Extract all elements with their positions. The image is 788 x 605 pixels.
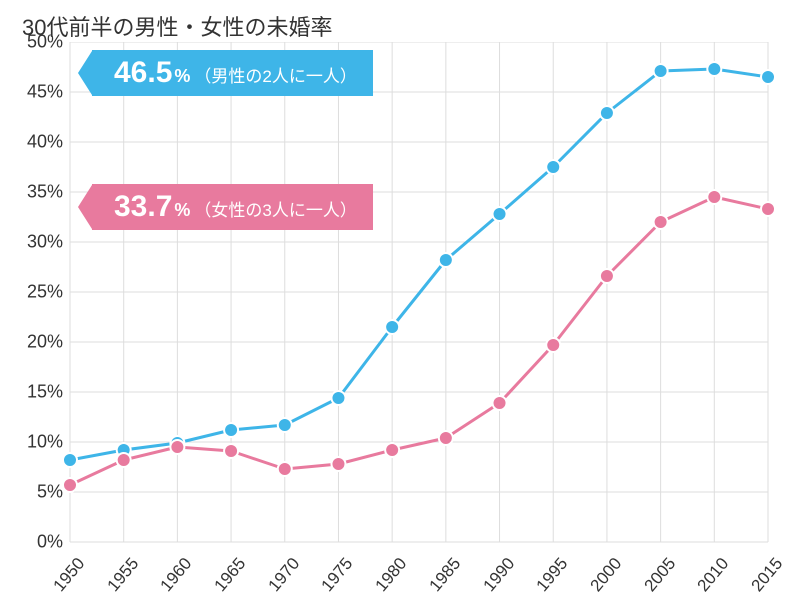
y-tick-label: 45% — [8, 82, 63, 103]
callout-female: 33.7 % （女性の3人に一人） — [92, 184, 373, 230]
y-tick-label: 50% — [8, 32, 63, 53]
callout-male: 46.5 % （男性の2人に一人） — [92, 50, 373, 96]
callout-female-pct: % — [174, 200, 190, 221]
callout-male-note: （男性の2人に一人） — [194, 62, 356, 87]
y-tick-label: 5% — [8, 482, 63, 503]
y-tick-label: 10% — [8, 432, 63, 453]
y-tick-label: 35% — [8, 182, 63, 203]
y-tick-label: 25% — [8, 282, 63, 303]
chart-svg — [0, 42, 788, 600]
callout-female-note: （女性の3人に一人） — [194, 196, 356, 221]
callout-male-value: 46.5 — [114, 56, 172, 90]
chart-title: 30代前半の男性・女性の未婚率 — [22, 10, 332, 42]
chart-container — [0, 42, 788, 600]
y-tick-label: 40% — [8, 132, 63, 153]
y-tick-label: 15% — [8, 382, 63, 403]
y-tick-label: 30% — [8, 232, 63, 253]
y-tick-label: 0% — [8, 532, 63, 553]
callout-female-value: 33.7 — [114, 190, 172, 224]
y-tick-label: 20% — [8, 332, 63, 353]
callout-male-pct: % — [174, 66, 190, 87]
